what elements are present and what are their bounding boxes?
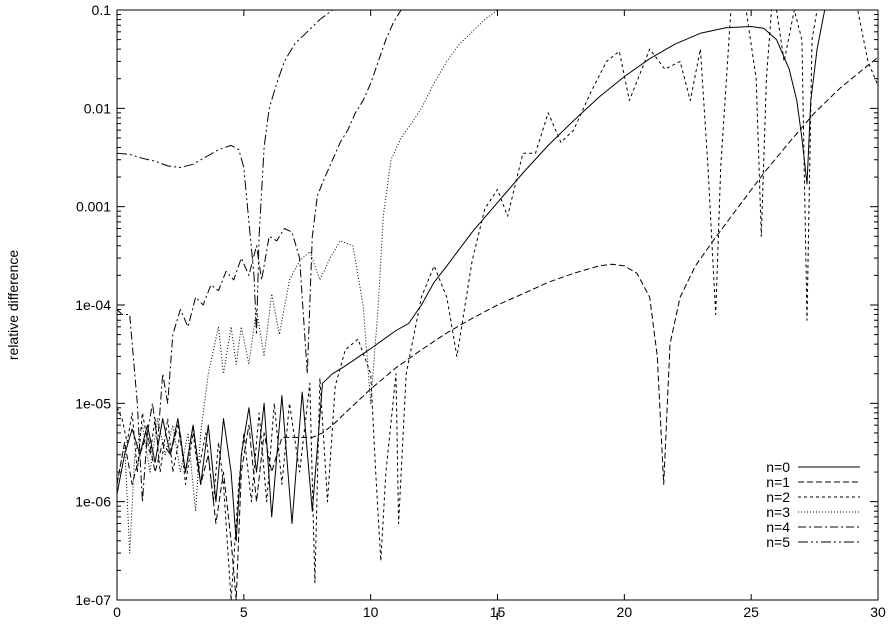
x-tick-label: 10 [363,604,379,620]
series-line-n5 [117,10,333,336]
legend-label: n=1 [766,474,790,490]
y-tick-label: 1e-04 [75,297,111,313]
series-line-n2 [117,10,878,600]
y-tick-label: 0.1 [92,2,112,18]
series-line-n3 [117,10,498,554]
x-axis-title-group: r [496,607,501,623]
x-axis-title: r [496,607,501,623]
x-tick-label: 5 [240,604,248,620]
y-tick-label: 1e-06 [75,494,111,510]
y-tick-label: 0.01 [84,100,111,116]
series-layer [117,10,878,600]
x-tick-label: 20 [617,604,633,620]
x-tick-label: 25 [743,604,759,620]
legend-label: n=5 [766,534,790,550]
plot-frame [116,9,879,601]
series-line-n1 [117,56,878,600]
x-tick-label: 30 [870,604,886,620]
legend: n=0n=1n=2n=3n=4n=5 [766,459,860,550]
legend-label: n=0 [766,459,790,475]
series-line-n4 [117,10,402,503]
tick-layer: 0 5 10 15 20 25 30 1e-07 1e-06 1e-05 1e-04 0.001 0.0… [75,2,886,620]
legend-label: n=3 [766,504,790,520]
legend-label: n=4 [766,519,790,535]
y-tick-label: 1e-05 [75,395,111,411]
y-axis-title: relative difference [5,250,21,360]
y-tick-label: 1e-07 [75,592,111,608]
legend-label: n=2 [766,489,790,505]
y-tick-label: 0.001 [76,199,111,215]
x-tick-label: 0 [113,604,121,620]
x-tick-label: 15 [490,604,506,620]
y-axis-title-group: relative difference [5,250,21,360]
series-line-n0 [117,10,878,542]
